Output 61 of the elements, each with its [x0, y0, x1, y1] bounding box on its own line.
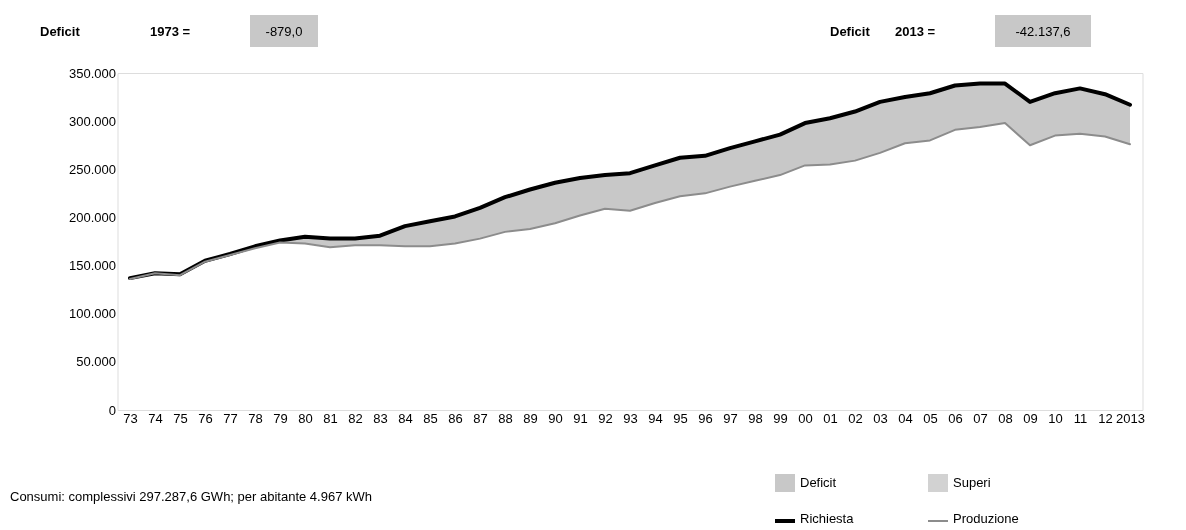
x-tick-label: 83 — [373, 410, 388, 426]
x-tick-label: 10 — [1048, 410, 1063, 426]
x-tick-label: 95 — [673, 410, 688, 426]
x-tick-label: 92 — [598, 410, 613, 426]
x-tick-label: 09 — [1023, 410, 1038, 426]
text: 2013 = — [895, 24, 936, 39]
legend-label: Deficit — [800, 475, 837, 490]
x-tick-label: 78 — [248, 410, 263, 426]
legend-label: Superi — [953, 475, 991, 490]
x-tick-label: 94 — [648, 410, 663, 426]
text: Deficit — [40, 24, 81, 39]
y-tick-label: 300.000 — [69, 113, 116, 129]
x-tick-label: 02 — [848, 410, 863, 426]
y-tick-label: 50.000 — [76, 354, 116, 370]
x-tick-label: 06 — [948, 410, 963, 426]
x-tick-label: 07 — [973, 410, 988, 426]
x-tick-label: 80 — [298, 410, 313, 426]
x-tick-label: 12 — [1098, 410, 1113, 426]
x-tick-label: 91 — [573, 410, 588, 426]
x-tick-label: 98 — [748, 410, 763, 426]
x-tick-label: 90 — [548, 410, 563, 426]
x-tick-label: 74 — [148, 410, 163, 426]
legend-label: Richiesta — [800, 511, 855, 526]
x-tick-label: 81 — [323, 410, 338, 426]
x-tick-label: 99 — [773, 410, 788, 426]
x-tick-label: 87 — [473, 410, 488, 426]
text: -879,0 — [265, 24, 303, 39]
x-tick-label: 11 — [1073, 410, 1088, 426]
text: Deficit — [830, 24, 871, 39]
x-tick-label: 93 — [623, 410, 638, 426]
x-tick-label: 88 — [498, 410, 513, 426]
x-tick-label: 03 — [873, 410, 888, 426]
y-tick-label: 200.000 — [69, 209, 116, 225]
x-tick-label: 77 — [223, 410, 238, 426]
x-tick-label: 01 — [823, 410, 838, 426]
x-tick-label: 89 — [523, 410, 538, 426]
y-tick-label: 250.000 — [69, 161, 116, 177]
line-series — [129, 122, 1131, 281]
x-tick-label: 84 — [398, 410, 413, 426]
x-tick-label: 85 — [423, 410, 438, 426]
text: 1973 = — [150, 24, 191, 39]
text: Consumi: complessivi 297.287,6 GWh; per abitante 4.967 kWh — [10, 489, 373, 504]
x-tick-label: 04 — [898, 410, 913, 426]
y-tick-label: 150.000 — [69, 258, 116, 274]
legend-label: Produzione — [953, 511, 1019, 526]
x-tick-label: 75 — [173, 410, 188, 426]
x-tick-label: 76 — [198, 410, 213, 426]
x-tick-label: 05 — [923, 410, 938, 426]
x-tick-label: 96 — [698, 410, 713, 426]
x-tick-label: 00 — [798, 410, 813, 426]
x-tick-label: 73 — [123, 410, 138, 426]
y-tick-label: 0 — [108, 402, 116, 418]
x-tick-label: 08 — [998, 410, 1013, 426]
x-tick-label: 86 — [448, 410, 463, 426]
x-tick-label: 97 — [723, 410, 738, 426]
x-tick-label: 2013 — [1116, 410, 1145, 426]
y-tick-label: 100.000 — [69, 306, 116, 322]
x-tick-label: 79 — [273, 410, 288, 426]
y-tick-label: 350.000 — [69, 65, 116, 81]
text: -42.137,6 — [1015, 24, 1071, 39]
x-tick-label: 82 — [348, 410, 363, 426]
